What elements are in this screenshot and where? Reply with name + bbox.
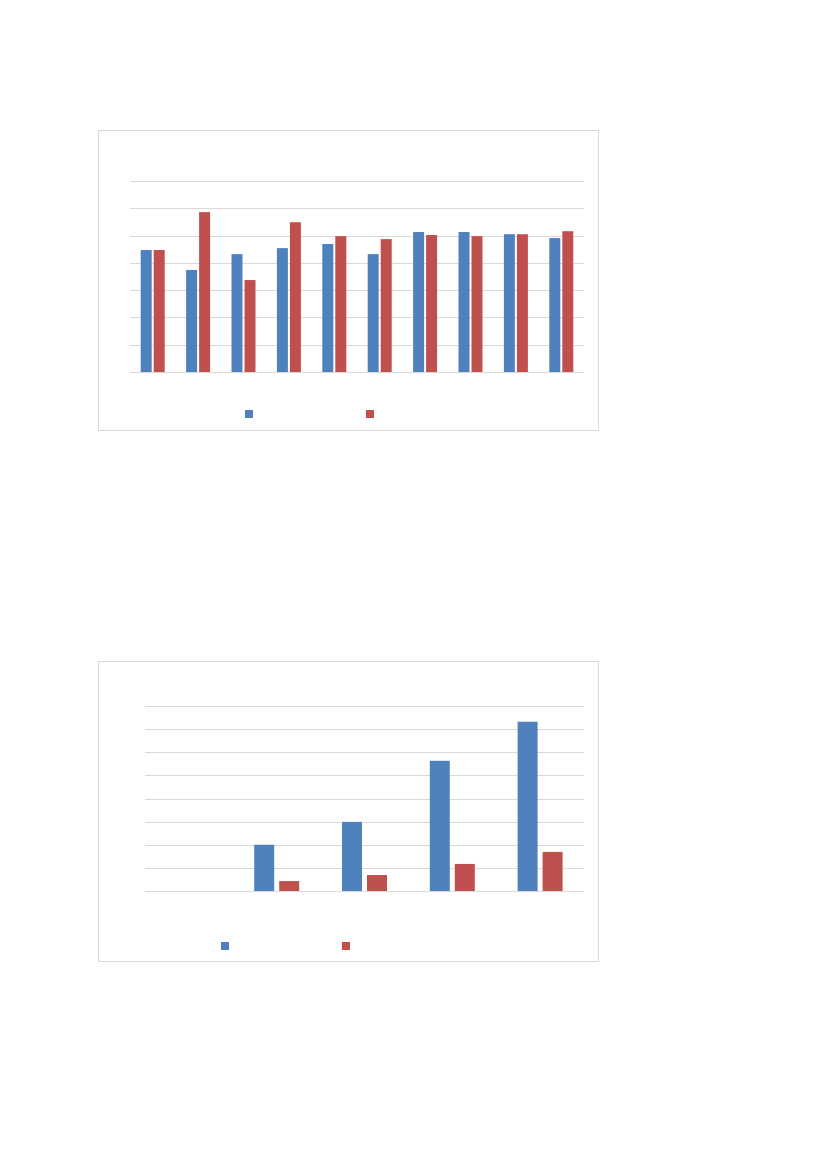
bar <box>562 231 574 372</box>
bar <box>199 212 211 372</box>
bar <box>517 721 538 891</box>
bar <box>471 236 483 372</box>
bar <box>279 881 300 891</box>
bar <box>276 248 288 372</box>
bar <box>244 280 256 372</box>
bar <box>231 254 243 372</box>
bar <box>426 235 438 372</box>
legend-marker <box>221 942 229 950</box>
bar <box>335 236 347 372</box>
bar <box>254 844 275 891</box>
chart-frame <box>98 661 599 962</box>
bar <box>153 250 165 372</box>
bar <box>367 254 379 372</box>
chart-frame <box>98 130 599 431</box>
bar <box>413 232 425 372</box>
bar <box>503 234 515 372</box>
bar <box>516 234 528 372</box>
bar <box>380 239 392 372</box>
legend-marker <box>342 942 350 950</box>
legend-marker <box>366 410 374 418</box>
bar <box>322 244 334 372</box>
bar <box>140 250 152 372</box>
bar <box>289 222 301 372</box>
bar <box>549 238 561 372</box>
legend-marker <box>245 410 253 418</box>
bar <box>542 851 563 891</box>
bar <box>367 875 387 891</box>
bar <box>186 269 198 372</box>
bar <box>454 863 475 891</box>
bar <box>429 760 450 891</box>
bar <box>458 232 470 372</box>
bar <box>342 821 362 891</box>
